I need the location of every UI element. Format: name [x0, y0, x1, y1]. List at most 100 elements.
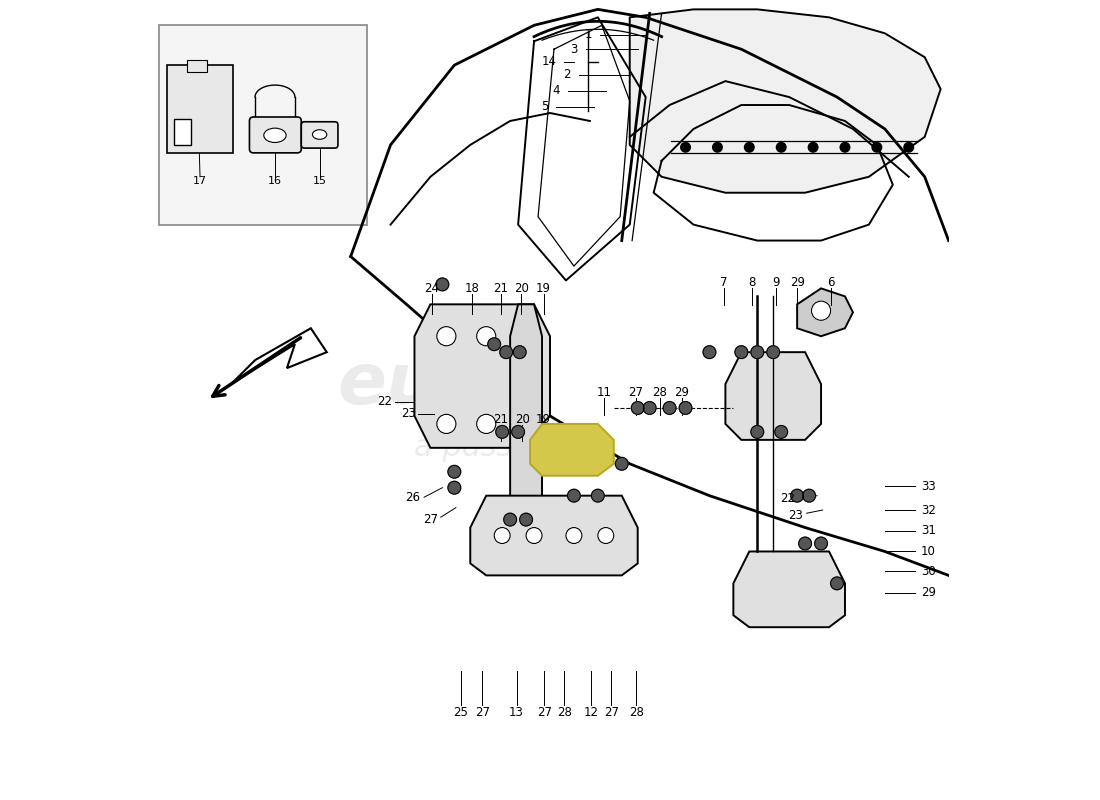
Text: 4: 4	[553, 84, 560, 97]
Text: a passion: a passion	[414, 434, 559, 462]
FancyBboxPatch shape	[174, 119, 191, 145]
Text: 18: 18	[464, 282, 480, 295]
Circle shape	[476, 326, 496, 346]
Text: 22: 22	[376, 395, 392, 408]
Circle shape	[644, 402, 656, 414]
Text: 30: 30	[921, 565, 935, 578]
Circle shape	[904, 142, 913, 152]
Text: 21: 21	[493, 413, 508, 426]
Text: 9: 9	[772, 275, 780, 289]
Circle shape	[494, 527, 510, 543]
Circle shape	[713, 142, 723, 152]
Circle shape	[663, 402, 676, 414]
Polygon shape	[629, 10, 940, 193]
Polygon shape	[725, 352, 821, 440]
Circle shape	[437, 326, 455, 346]
Circle shape	[840, 142, 850, 152]
Circle shape	[751, 426, 763, 438]
Text: 11: 11	[596, 386, 612, 398]
Text: 27: 27	[604, 706, 619, 719]
Circle shape	[799, 537, 812, 550]
Text: 6: 6	[827, 275, 835, 289]
Circle shape	[767, 346, 780, 358]
Text: 20: 20	[514, 282, 529, 295]
Circle shape	[751, 346, 763, 358]
Circle shape	[514, 346, 526, 358]
Polygon shape	[471, 496, 638, 575]
FancyBboxPatch shape	[167, 65, 233, 153]
FancyBboxPatch shape	[250, 117, 301, 153]
Text: euro: euro	[338, 350, 524, 418]
Polygon shape	[530, 424, 614, 476]
Circle shape	[745, 142, 755, 152]
Circle shape	[803, 490, 815, 502]
Text: 23: 23	[788, 509, 803, 522]
Circle shape	[815, 537, 827, 550]
Text: 3: 3	[571, 42, 578, 56]
Circle shape	[777, 142, 786, 152]
Text: 19: 19	[536, 282, 551, 295]
Circle shape	[448, 466, 461, 478]
FancyBboxPatch shape	[187, 60, 207, 71]
Text: 27: 27	[422, 513, 438, 526]
Text: 32: 32	[921, 503, 936, 517]
Circle shape	[499, 346, 513, 358]
Circle shape	[679, 402, 692, 414]
Text: 26: 26	[406, 490, 420, 504]
Text: 13: 13	[509, 706, 524, 719]
Polygon shape	[734, 551, 845, 627]
Circle shape	[872, 142, 881, 152]
Text: 15: 15	[312, 176, 327, 186]
Circle shape	[519, 514, 532, 526]
Text: 29: 29	[674, 386, 689, 398]
Text: 8: 8	[748, 275, 756, 289]
Polygon shape	[510, 304, 542, 527]
Text: 14: 14	[541, 55, 557, 69]
Text: 22: 22	[780, 492, 795, 506]
Text: 17: 17	[192, 176, 207, 186]
Text: 28: 28	[652, 386, 668, 398]
Text: 23: 23	[400, 407, 416, 420]
Circle shape	[615, 458, 628, 470]
Text: 29: 29	[921, 586, 936, 599]
Text: 28: 28	[557, 706, 572, 719]
Text: 27: 27	[475, 706, 490, 719]
Circle shape	[504, 514, 517, 526]
Text: 31: 31	[921, 524, 936, 538]
Text: 5: 5	[541, 100, 549, 113]
Circle shape	[568, 490, 581, 502]
Polygon shape	[415, 304, 550, 448]
Circle shape	[565, 527, 582, 543]
Ellipse shape	[312, 130, 327, 139]
Text: 19: 19	[536, 413, 551, 426]
Circle shape	[526, 527, 542, 543]
Circle shape	[437, 414, 455, 434]
Circle shape	[436, 278, 449, 290]
Text: 21: 21	[493, 282, 508, 295]
Circle shape	[476, 414, 496, 434]
Circle shape	[631, 402, 645, 414]
Text: 25: 25	[453, 706, 469, 719]
Circle shape	[703, 346, 716, 358]
Text: 1: 1	[585, 28, 592, 42]
Circle shape	[592, 490, 604, 502]
Circle shape	[735, 346, 748, 358]
Text: 29: 29	[790, 275, 804, 289]
Text: 2: 2	[563, 68, 571, 82]
Text: 27: 27	[537, 706, 552, 719]
Circle shape	[681, 142, 691, 152]
Text: 12: 12	[584, 706, 600, 719]
Text: 33: 33	[921, 479, 935, 493]
FancyBboxPatch shape	[160, 26, 366, 225]
Text: 10: 10	[921, 545, 936, 558]
Polygon shape	[231, 328, 327, 384]
Text: 16: 16	[268, 176, 282, 186]
Circle shape	[597, 527, 614, 543]
Text: 27: 27	[628, 386, 643, 398]
Circle shape	[791, 490, 803, 502]
Circle shape	[496, 426, 508, 438]
Circle shape	[448, 482, 461, 494]
Circle shape	[808, 142, 818, 152]
Text: 7: 7	[720, 275, 727, 289]
Circle shape	[830, 577, 844, 590]
